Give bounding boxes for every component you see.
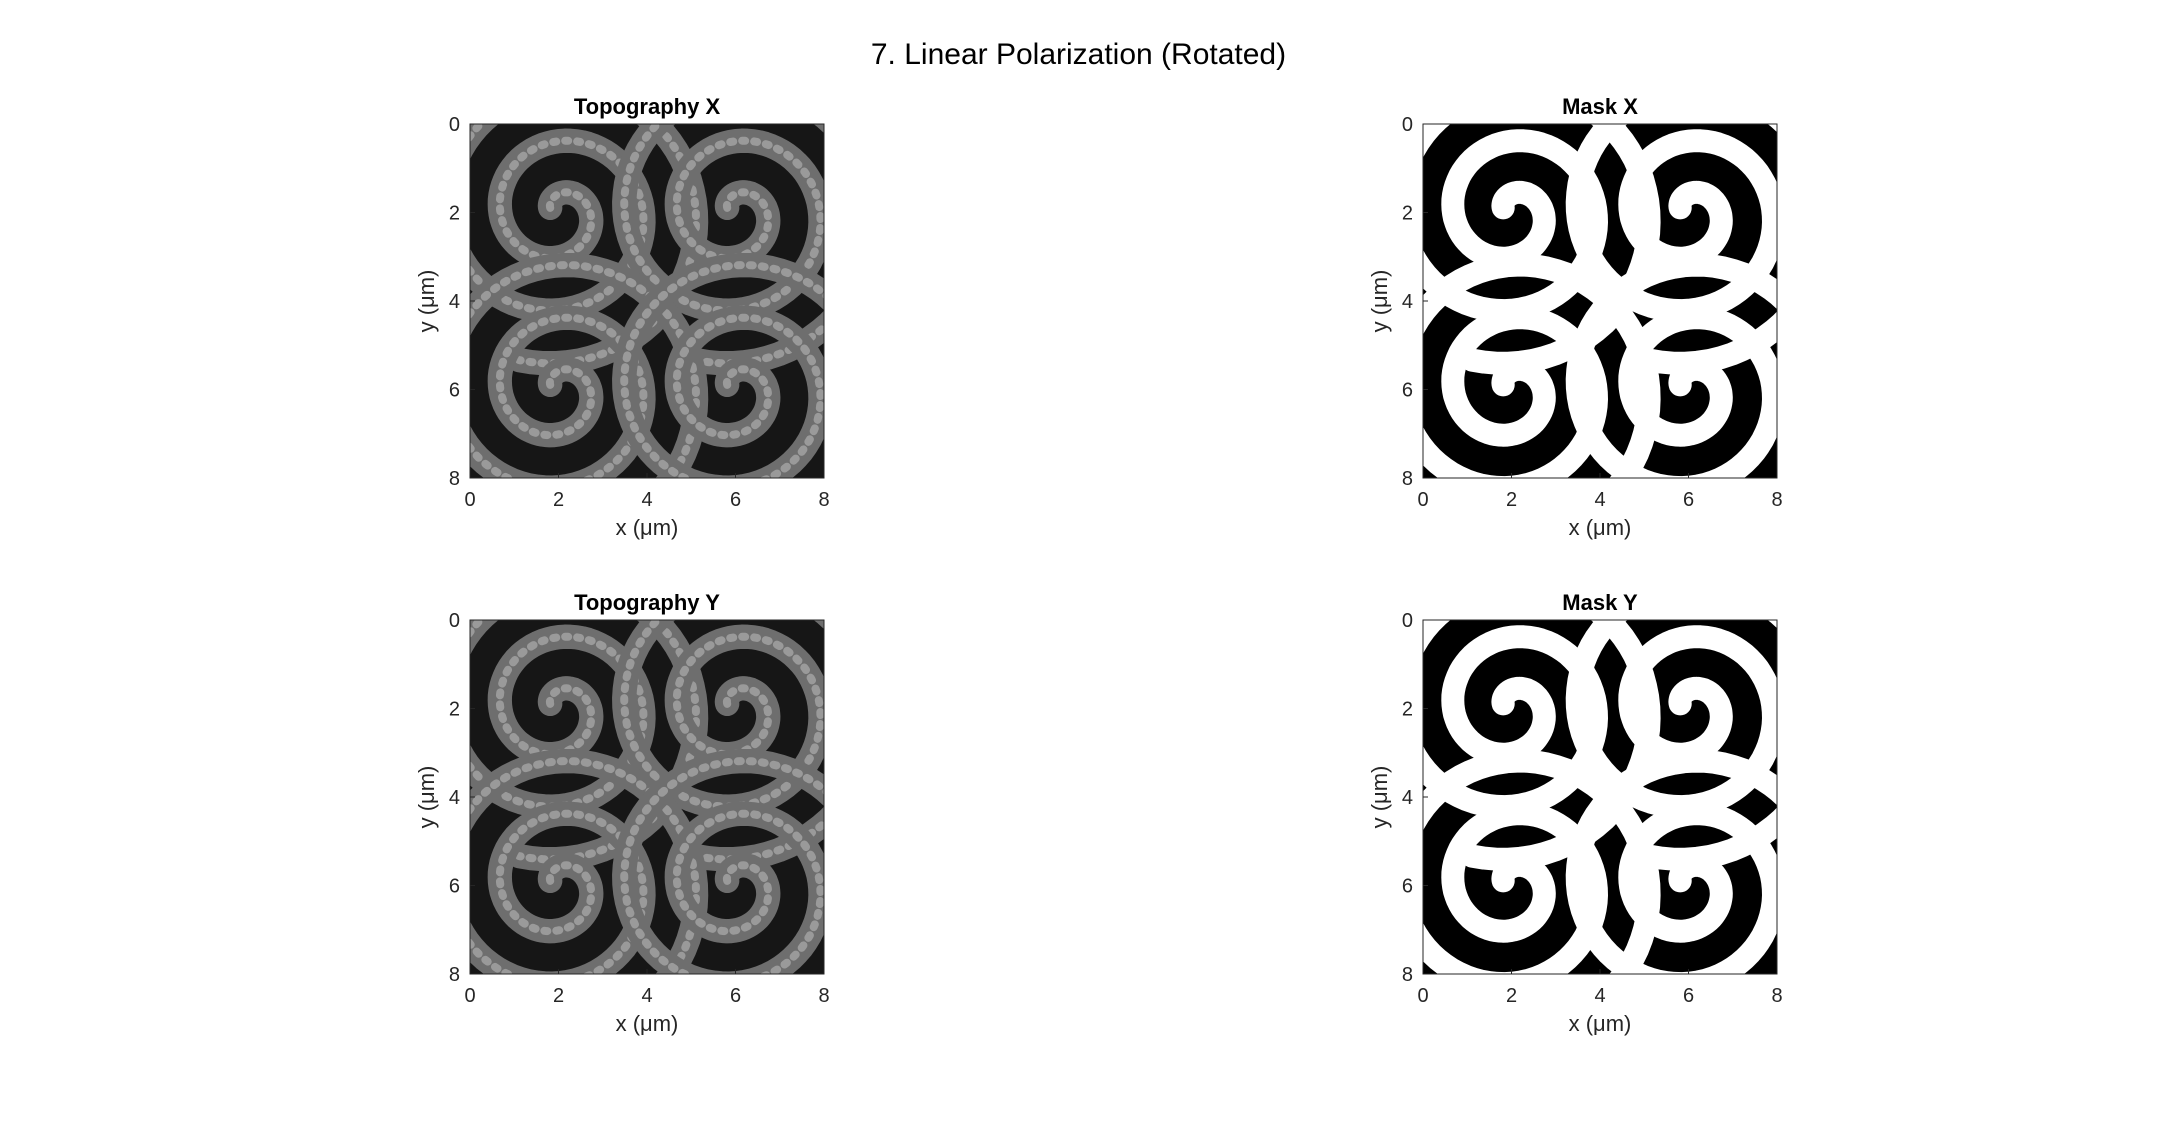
y-tick-label: 0 (449, 610, 460, 632)
y-tick-label: 2 (1402, 699, 1413, 721)
y-tick-label: 6 (1402, 876, 1413, 898)
panel-title: Mask X (1562, 94, 1638, 119)
x-axis-label: x (μm) (616, 1011, 679, 1036)
spiral-texture-4 (620, 261, 824, 478)
x-axis-label: x (μm) (1569, 1011, 1632, 1036)
x-tick-label: 8 (1771, 985, 1782, 1007)
x-tick-label: 2 (1506, 489, 1517, 511)
spiral-mask-2 (1565, 620, 1777, 871)
x-tick-label: 6 (730, 985, 741, 1007)
x-tick-label: 0 (464, 489, 475, 511)
panel-title: Topography Y (574, 590, 720, 615)
y-tick-label: 2 (449, 699, 460, 721)
y-tick-label: 8 (449, 468, 460, 490)
y-tick-label: 2 (449, 203, 460, 225)
y-axis-label: y (μm) (414, 270, 439, 333)
y-tick-label: 0 (449, 114, 460, 136)
y-tick-label: 0 (1402, 610, 1413, 632)
spiral-texture-2 (620, 124, 824, 368)
x-tick-label: 2 (553, 489, 564, 511)
image-content (470, 124, 824, 478)
x-tick-label: 8 (818, 985, 829, 1007)
y-tick-label: 6 (449, 876, 460, 898)
y-tick-label: 4 (449, 291, 460, 313)
x-axis-label: x (μm) (616, 515, 679, 540)
y-axis-label: y (μm) (1367, 766, 1392, 829)
spiral-texture-4 (620, 757, 824, 974)
x-tick-label: 4 (1594, 985, 1605, 1007)
x-tick-label: 8 (1771, 489, 1782, 511)
y-axis-label: y (μm) (414, 766, 439, 829)
image-content (1423, 620, 1777, 974)
x-tick-label: 4 (641, 985, 652, 1007)
y-tick-label: 4 (1402, 291, 1413, 313)
panel-title: Topography X (574, 94, 721, 119)
x-tick-label: 0 (1417, 985, 1428, 1007)
x-tick-label: 6 (730, 489, 741, 511)
figure-title: 7. Linear Polarization (Rotated) (870, 38, 1287, 71)
image-content (470, 620, 824, 974)
spiral-texture-2 (620, 620, 824, 864)
x-tick-label: 0 (464, 985, 475, 1007)
y-tick-label: 6 (449, 380, 460, 402)
x-tick-label: 4 (1594, 489, 1605, 511)
x-tick-label: 2 (553, 985, 564, 1007)
x-tick-label: 8 (818, 489, 829, 511)
spiral-mask-2 (1565, 124, 1777, 375)
x-tick-label: 6 (1683, 489, 1694, 511)
y-tick-label: 4 (449, 787, 460, 809)
spiral-mask-4 (1565, 749, 1777, 974)
panel-title: Mask Y (1562, 590, 1638, 615)
y-tick-label: 2 (1402, 203, 1413, 225)
y-tick-label: 8 (449, 964, 460, 986)
y-tick-label: 0 (1402, 114, 1413, 136)
y-tick-label: 8 (1402, 468, 1413, 490)
x-tick-label: 0 (1417, 489, 1428, 511)
spiral-mask-4 (1565, 253, 1777, 478)
y-tick-label: 4 (1402, 787, 1413, 809)
y-axis-label: y (μm) (1367, 270, 1392, 333)
x-tick-label: 6 (1683, 985, 1694, 1007)
y-tick-label: 8 (1402, 964, 1413, 986)
y-tick-label: 6 (1402, 380, 1413, 402)
x-tick-label: 4 (641, 489, 652, 511)
image-content (1423, 124, 1777, 478)
x-axis-label: x (μm) (1569, 515, 1632, 540)
x-tick-label: 2 (1506, 985, 1517, 1007)
